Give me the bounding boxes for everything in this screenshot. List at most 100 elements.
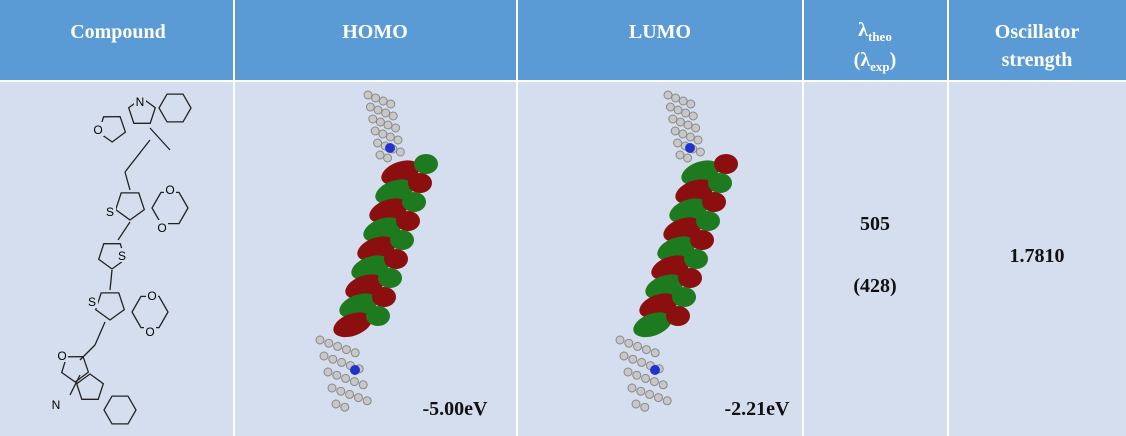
atom (349, 377, 359, 387)
atom (624, 338, 634, 348)
atom (631, 399, 641, 409)
atom-bg (116, 248, 128, 262)
atom (383, 153, 393, 163)
atom (649, 377, 659, 387)
atom (337, 357, 347, 367)
atom (627, 383, 637, 393)
atom (385, 143, 395, 153)
atom (332, 370, 342, 380)
atom (388, 111, 398, 121)
cell-value: 1.7810 (1010, 245, 1065, 267)
atom-label: N (52, 398, 61, 412)
atom (340, 402, 350, 412)
atom (685, 143, 695, 153)
cell-borders (233, 0, 949, 436)
atom (675, 150, 685, 160)
atom (695, 147, 705, 157)
atom (378, 96, 388, 106)
cell-value: (428) (853, 275, 896, 297)
atom (685, 132, 695, 142)
atom (691, 123, 701, 133)
atom-label: O (165, 183, 174, 197)
atom (673, 138, 683, 148)
atom-label: N (136, 95, 145, 109)
atom-bg (50, 397, 62, 411)
atom (373, 105, 383, 115)
bond (117, 221, 131, 241)
atom (327, 383, 337, 393)
atom-bg (104, 204, 116, 218)
atom (362, 396, 372, 406)
atom (675, 117, 685, 127)
atom (375, 117, 385, 127)
lobe (402, 192, 426, 212)
atom (336, 386, 346, 396)
atom (319, 351, 329, 361)
atom (341, 373, 351, 383)
cell-value: 505 (860, 213, 890, 235)
atom (323, 367, 333, 377)
bond (109, 269, 113, 291)
atom (370, 126, 380, 136)
lobe (378, 268, 402, 288)
header-cell: HOMO (342, 21, 408, 43)
atom (391, 123, 401, 133)
atom (371, 93, 381, 103)
homo-orbital (315, 90, 438, 412)
atom-bg (86, 294, 98, 308)
atom (637, 357, 647, 367)
ring (158, 93, 192, 123)
atom (375, 150, 385, 160)
atom (623, 367, 633, 377)
atom (350, 365, 360, 375)
energy: -2.21eV (725, 398, 791, 420)
atom (645, 389, 655, 399)
atom (345, 389, 355, 399)
atom (678, 129, 688, 139)
atom-label: O (147, 289, 156, 303)
lobe (696, 211, 720, 231)
atom (653, 393, 663, 403)
atom (670, 126, 680, 136)
header-cell: strength (1002, 49, 1073, 71)
ring (114, 192, 146, 221)
atom (671, 93, 681, 103)
atom-bg (156, 220, 168, 234)
subscript: theo (868, 29, 892, 44)
atom (632, 370, 642, 380)
atom (683, 153, 693, 163)
header-cell: Oscillator (995, 21, 1080, 43)
atom (363, 90, 373, 100)
bond (124, 171, 131, 191)
atom-bg (92, 122, 104, 136)
lobe (372, 287, 396, 307)
lobe (666, 306, 690, 326)
atom (641, 373, 651, 383)
atom (688, 111, 698, 121)
atom-label: S (106, 205, 114, 219)
atom (683, 120, 693, 130)
atom-bg (134, 94, 146, 108)
atom (650, 365, 660, 375)
atom-label: O (157, 221, 166, 235)
lobe (384, 249, 408, 269)
atom-label: S (88, 295, 96, 309)
atom (378, 129, 388, 139)
header-cell: λtheo (858, 19, 892, 44)
lobe (672, 287, 696, 307)
atom (341, 345, 351, 355)
structure: N O S O O S S O O O N (50, 93, 192, 425)
atom (350, 348, 360, 358)
atom (386, 99, 396, 109)
atom (640, 402, 650, 412)
atom (331, 399, 341, 409)
atom (633, 341, 643, 351)
bond (94, 321, 106, 346)
lobe (408, 173, 432, 193)
symbol: (λ (854, 49, 871, 71)
lobe (678, 268, 702, 288)
atom (328, 354, 338, 364)
atom-bg (144, 324, 156, 338)
lobe (390, 230, 414, 250)
header-cell: Compound (70, 21, 166, 43)
